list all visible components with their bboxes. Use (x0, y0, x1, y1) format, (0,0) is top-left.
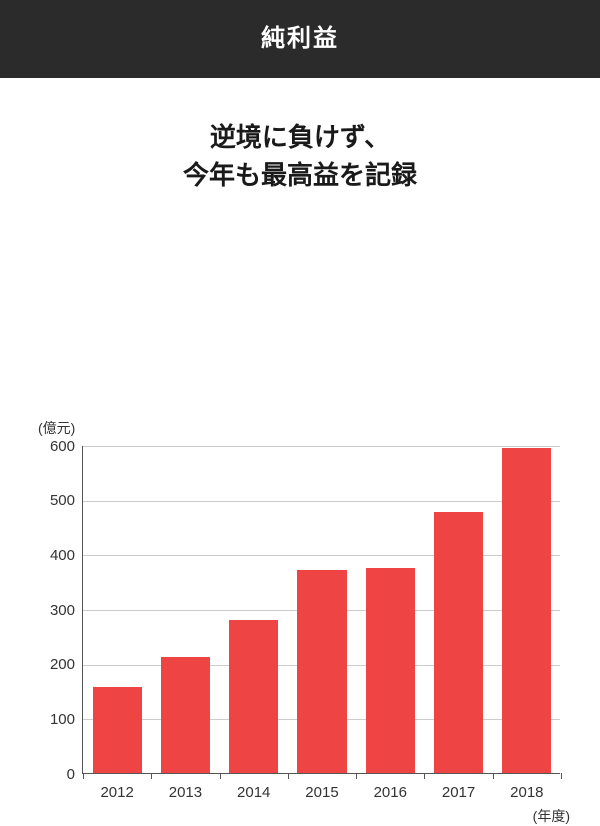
bar (366, 568, 415, 773)
subtitle-line-2: 今年も最高益を記録 (0, 156, 600, 194)
subtitle-line-1: 逆境に負けず、 (0, 118, 600, 156)
x-tick-mark (424, 773, 425, 779)
y-tick-label: 400 (35, 547, 75, 564)
x-tick-mark (356, 773, 357, 779)
gridline (83, 446, 560, 447)
x-tick-mark (288, 773, 289, 779)
x-tick-label: 2013 (151, 784, 219, 801)
bar (297, 570, 346, 773)
plot-area: 0100200300400500600201220132014201520162… (82, 446, 560, 774)
bar (161, 657, 210, 773)
y-tick-label: 100 (35, 711, 75, 728)
bar (502, 448, 551, 773)
x-tick-label: 2016 (356, 784, 424, 801)
x-tick-mark (83, 773, 84, 779)
gridline (83, 555, 560, 556)
x-tick-mark (493, 773, 494, 779)
x-tick-label: 2012 (83, 784, 151, 801)
bar (434, 512, 483, 773)
x-tick-mark (561, 773, 562, 779)
y-tick-label: 500 (35, 492, 75, 509)
y-tick-label: 200 (35, 656, 75, 673)
y-tick-label: 0 (35, 766, 75, 783)
header-bar: 純利益 (0, 0, 600, 78)
y-tick-label: 600 (35, 438, 75, 455)
y-axis-unit-label: (億元) (38, 418, 75, 438)
bar (93, 687, 142, 773)
x-tick-label: 2014 (220, 784, 288, 801)
subtitle: 逆境に負けず、 今年も最高益を記録 (0, 118, 600, 194)
x-tick-label: 2017 (424, 784, 492, 801)
y-tick-label: 300 (35, 602, 75, 619)
x-tick-mark (220, 773, 221, 779)
x-tick-mark (151, 773, 152, 779)
gridline (83, 501, 560, 502)
x-tick-label: 2018 (493, 784, 561, 801)
x-tick-label: 2015 (288, 784, 356, 801)
x-axis-unit-label: (年度) (533, 806, 570, 826)
bar (229, 620, 278, 773)
header-title: 純利益 (261, 25, 339, 52)
